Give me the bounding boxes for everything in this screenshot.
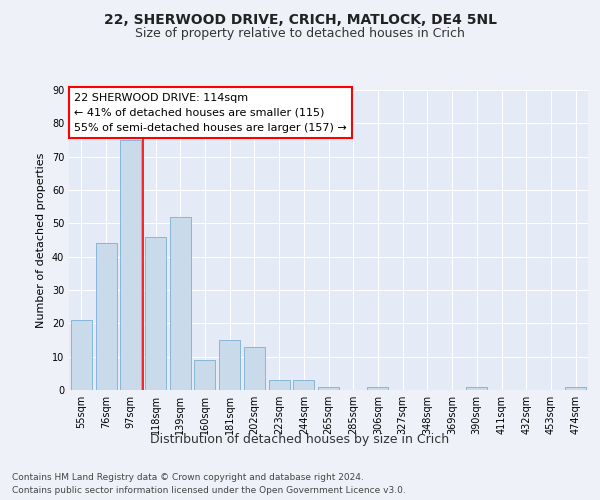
- Bar: [145, 236, 166, 390]
- Bar: [466, 386, 487, 390]
- Bar: [219, 340, 240, 390]
- Text: 22, SHERWOOD DRIVE, CRICH, MATLOCK, DE4 5NL: 22, SHERWOOD DRIVE, CRICH, MATLOCK, DE4 …: [104, 12, 497, 26]
- Bar: [194, 360, 215, 390]
- Bar: [71, 320, 92, 390]
- Bar: [293, 380, 314, 390]
- Bar: [269, 380, 290, 390]
- Bar: [95, 244, 116, 390]
- Bar: [170, 216, 191, 390]
- Bar: [244, 346, 265, 390]
- Bar: [367, 386, 388, 390]
- Text: Size of property relative to detached houses in Crich: Size of property relative to detached ho…: [135, 28, 465, 40]
- Text: Distribution of detached houses by size in Crich: Distribution of detached houses by size …: [151, 432, 449, 446]
- Bar: [318, 386, 339, 390]
- Text: 22 SHERWOOD DRIVE: 114sqm
← 41% of detached houses are smaller (115)
55% of semi: 22 SHERWOOD DRIVE: 114sqm ← 41% of detac…: [74, 93, 347, 132]
- Text: Contains public sector information licensed under the Open Government Licence v3: Contains public sector information licen…: [12, 486, 406, 495]
- Y-axis label: Number of detached properties: Number of detached properties: [36, 152, 46, 328]
- Bar: [565, 386, 586, 390]
- Text: Contains HM Land Registry data © Crown copyright and database right 2024.: Contains HM Land Registry data © Crown c…: [12, 472, 364, 482]
- Bar: [120, 140, 141, 390]
